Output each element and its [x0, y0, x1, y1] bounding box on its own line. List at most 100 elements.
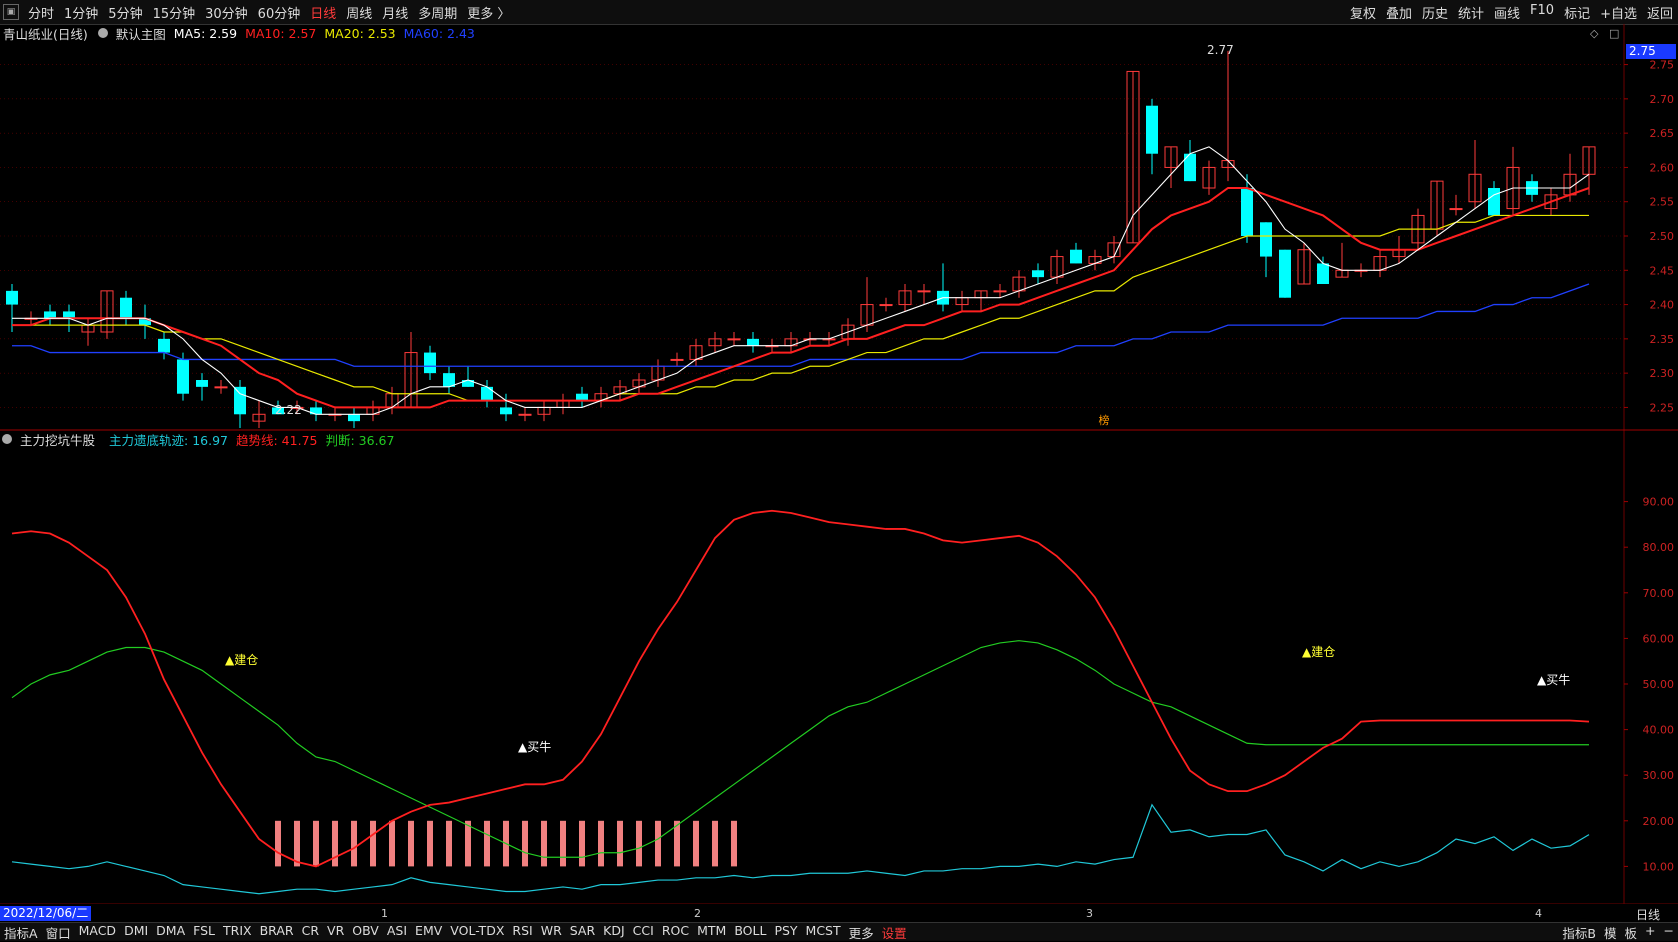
indicator-tab[interactable]: MACD — [78, 922, 117, 938]
candle-body-down — [443, 373, 455, 387]
indicator-tab[interactable]: MTM — [697, 922, 727, 938]
indicator-axis-label: 50.00 — [1643, 678, 1675, 691]
signal-bar — [351, 820, 357, 867]
period-tab[interactable]: 更多 〉 — [467, 6, 511, 22]
indicator-tab[interactable]: 指标A — [4, 925, 38, 941]
signal-bar — [332, 820, 338, 867]
indicator-tab[interactable]: 更多 — [848, 925, 874, 941]
price-axis-label: 2.40 — [1650, 299, 1675, 312]
indicator-tab[interactable]: ROC — [661, 922, 690, 938]
indicator-tab[interactable]: VOL-TDX — [450, 922, 505, 938]
month-label: 4 — [1535, 907, 1542, 920]
indicator-axis-label: 80.00 — [1643, 541, 1675, 554]
toolbar-button[interactable]: F10 — [1530, 2, 1555, 18]
ma20-line — [12, 214, 1589, 402]
toolbar-button[interactable]: 画线 — [1494, 6, 1521, 22]
template-name[interactable]: 默认主图 — [115, 26, 166, 42]
candle-body-up — [1126, 70, 1140, 244]
indicator-tab[interactable]: SAR — [569, 922, 596, 938]
sub-settings-circle-icon[interactable] — [2, 434, 12, 444]
indicator-tab[interactable]: CCI — [632, 922, 654, 938]
price-axis-label: 2.50 — [1650, 230, 1675, 243]
bottom-button[interactable]: + — [1645, 922, 1656, 938]
price-axis-label: 2.70 — [1650, 93, 1675, 106]
indicator-axis-label: 90.00 — [1643, 496, 1675, 509]
toolbar-button[interactable]: 历史 — [1421, 6, 1448, 22]
indicator-tab[interactable]: KDJ — [603, 922, 625, 938]
candle-body-down — [424, 352, 436, 374]
candle-body-down — [196, 380, 208, 387]
candle-body-up — [708, 338, 722, 347]
settings-tab[interactable]: 设置 — [881, 925, 907, 941]
indicator-tab[interactable]: EMV — [415, 922, 443, 938]
candle-body-up — [670, 358, 684, 361]
trend-line — [11, 509, 1590, 868]
month-label: 1 — [381, 907, 388, 920]
signal-bar — [484, 820, 490, 867]
price-axis-label: 2.60 — [1650, 161, 1675, 174]
toolbar-button[interactable]: 叠加 — [1385, 6, 1412, 22]
month-label: 3 — [1086, 907, 1093, 920]
signal-bar — [446, 820, 452, 867]
stock-title[interactable]: 青山纸业(日线) — [3, 26, 88, 42]
toolbar-right-buttons: 复权 叠加 历史 统计 画线 F10 标记 +自选 返回 — [1345, 3, 1678, 22]
ma10-line — [12, 187, 1590, 409]
period-tab[interactable]: 15分钟 — [152, 6, 196, 22]
mainiu-signal: ▲买牛 — [518, 739, 551, 754]
period-tab[interactable]: 周线 — [346, 6, 373, 22]
bottom-button[interactable]: 模 — [1604, 925, 1617, 941]
maximize-icon[interactable]: □ — [1609, 27, 1620, 40]
period-tab[interactable]: 1分钟 — [64, 6, 99, 22]
bottom-button[interactable]: − — [1663, 922, 1674, 938]
candle-body-up — [993, 290, 1007, 293]
indicator-tab[interactable]: CR — [301, 922, 320, 938]
period-tab[interactable]: 多周期 — [418, 6, 458, 22]
toolbar-button[interactable]: +自选 — [1600, 6, 1637, 22]
diamond-icon[interactable]: ◇ — [1590, 27, 1599, 40]
chart-canvas[interactable]: 2.75 2.70 2.65 2.60 2.55 2.50 2.45 2.40 2.35 2.30… — [0, 0, 1678, 904]
period-tab[interactable]: 日线 — [310, 6, 337, 22]
period-tab[interactable]: 月线 — [382, 6, 409, 22]
indicator-tab[interactable]: 窗口 — [45, 925, 71, 941]
signal-bar — [522, 820, 528, 867]
bottom-button[interactable]: 板 — [1624, 925, 1638, 941]
settings-circle-icon[interactable] — [97, 28, 108, 38]
indicator-tab[interactable]: WR — [540, 922, 562, 938]
candle-body-down — [158, 338, 170, 353]
indicator-tab[interactable]: PSY — [774, 922, 798, 938]
candle-body-down — [747, 338, 759, 346]
period-tab[interactable]: 60分钟 — [257, 6, 301, 22]
indicator-tab[interactable]: BOLL — [734, 922, 767, 938]
indicator-tab[interactable]: MCST — [805, 922, 841, 938]
period-tab[interactable]: 5分钟 — [108, 6, 143, 22]
mainiu-signal: ▲买牛 — [1537, 672, 1570, 687]
indicator-tab[interactable]: DMA — [156, 922, 186, 938]
price-axis-label: 2.45 — [1650, 264, 1675, 277]
window-menu-icon[interactable]: ▣ — [3, 4, 19, 20]
indicator-tab[interactable]: FSL — [193, 922, 216, 938]
ma5-label: MA5: 2.59 — [173, 25, 238, 41]
candle-body-up — [879, 304, 893, 307]
jiancang-signal: ▲建仓 — [1302, 645, 1335, 659]
toolbar-button[interactable]: 统计 — [1458, 6, 1485, 22]
candle-body-down — [44, 311, 56, 319]
indicator-tab[interactable]: VR — [327, 922, 345, 938]
period-tab[interactable]: 分时 — [28, 6, 55, 22]
indicator-tab[interactable]: TRIX — [223, 922, 252, 938]
candle-body-down — [1184, 153, 1196, 182]
indicator-tab[interactable]: DMI — [124, 922, 149, 938]
period-tab[interactable]: 30分钟 — [205, 6, 248, 22]
indicator-tab[interactable]: RSI — [512, 922, 533, 938]
bottom-button[interactable]: 指标B — [1562, 925, 1596, 941]
sub-chart-header: 主力挖坑牛股 主力遗底轨迹: 16.97 趋势线: 41.75 判断: 36.6… — [0, 430, 402, 448]
toolbar-button[interactable]: 复权 — [1349, 6, 1376, 22]
indicator-tab[interactable]: OBV — [352, 922, 379, 938]
indicator-tab[interactable]: ASI — [386, 922, 408, 938]
period-tabs: 分时 1分钟 5分钟 15分钟 30分钟 60分钟 日线 周线 月线 多周期 更多 〉 — [23, 3, 515, 22]
indicator-name[interactable]: 主力挖坑牛股 — [20, 432, 96, 448]
toolbar-button[interactable]: 标记 — [1564, 6, 1591, 22]
indicator-tab[interactable]: BRAR — [259, 922, 294, 938]
candle-body-down — [177, 359, 189, 394]
candle-body-down — [272, 407, 284, 415]
toolbar-button[interactable]: 返回 — [1646, 6, 1673, 22]
